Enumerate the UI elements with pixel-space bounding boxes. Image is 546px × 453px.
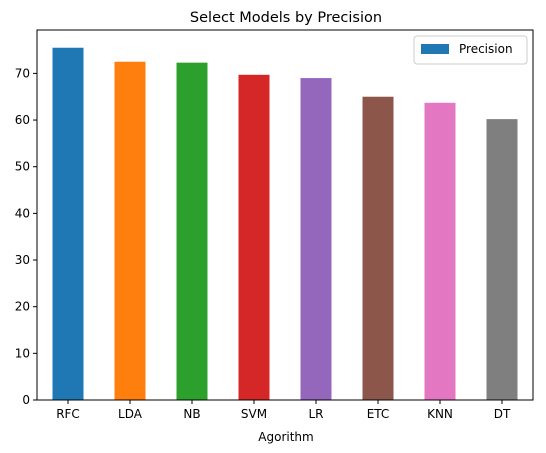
x-tick-label-rfc: RFC (56, 407, 80, 421)
bar-etc (362, 96, 394, 400)
legend: Precision (413, 35, 528, 65)
x-axis-label: Agorithm (258, 430, 313, 444)
x-tick-label-dt: DT (494, 407, 511, 421)
bar-dt (486, 119, 518, 400)
x-tick-label-knn: KNN (427, 407, 453, 421)
bars-group (52, 47, 518, 401)
x-tick-label-etc: ETC (367, 407, 390, 421)
x-tick-label-lr: LR (308, 407, 323, 421)
bar-lr (300, 78, 332, 400)
x-tick-label-nb: NB (183, 407, 200, 421)
y-tick-label-40: 40 (15, 206, 30, 220)
x-tick-label-lda: LDA (118, 407, 143, 421)
y-tick-label-70: 70 (15, 66, 30, 80)
legend-box (413, 35, 528, 65)
bar-nb (176, 62, 208, 401)
y-tick-label-20: 20 (15, 300, 30, 314)
y-tick-label-50: 50 (15, 160, 30, 174)
y-tick-label-0: 0 (22, 393, 30, 407)
bar-lda (114, 61, 146, 401)
y-tick-label-10: 10 (15, 346, 30, 360)
legend-swatch (421, 44, 449, 54)
y-tick-label-30: 30 (15, 253, 30, 267)
bar-svm (238, 74, 270, 400)
bar-knn (424, 102, 456, 400)
bar-rfc (52, 47, 84, 401)
plot-frame (36, 29, 534, 401)
chart-title: Select Models by Precision (190, 10, 382, 26)
x-tick-label-svm: SVM (241, 407, 267, 421)
y-tick-label-60: 60 (15, 113, 30, 127)
y-axis: 0 10 20 30 40 50 60 70 (15, 66, 37, 407)
x-axis: RFC LDA NB SVM LR ETC KNN DT (56, 400, 511, 421)
legend-label: Precision (459, 42, 513, 56)
